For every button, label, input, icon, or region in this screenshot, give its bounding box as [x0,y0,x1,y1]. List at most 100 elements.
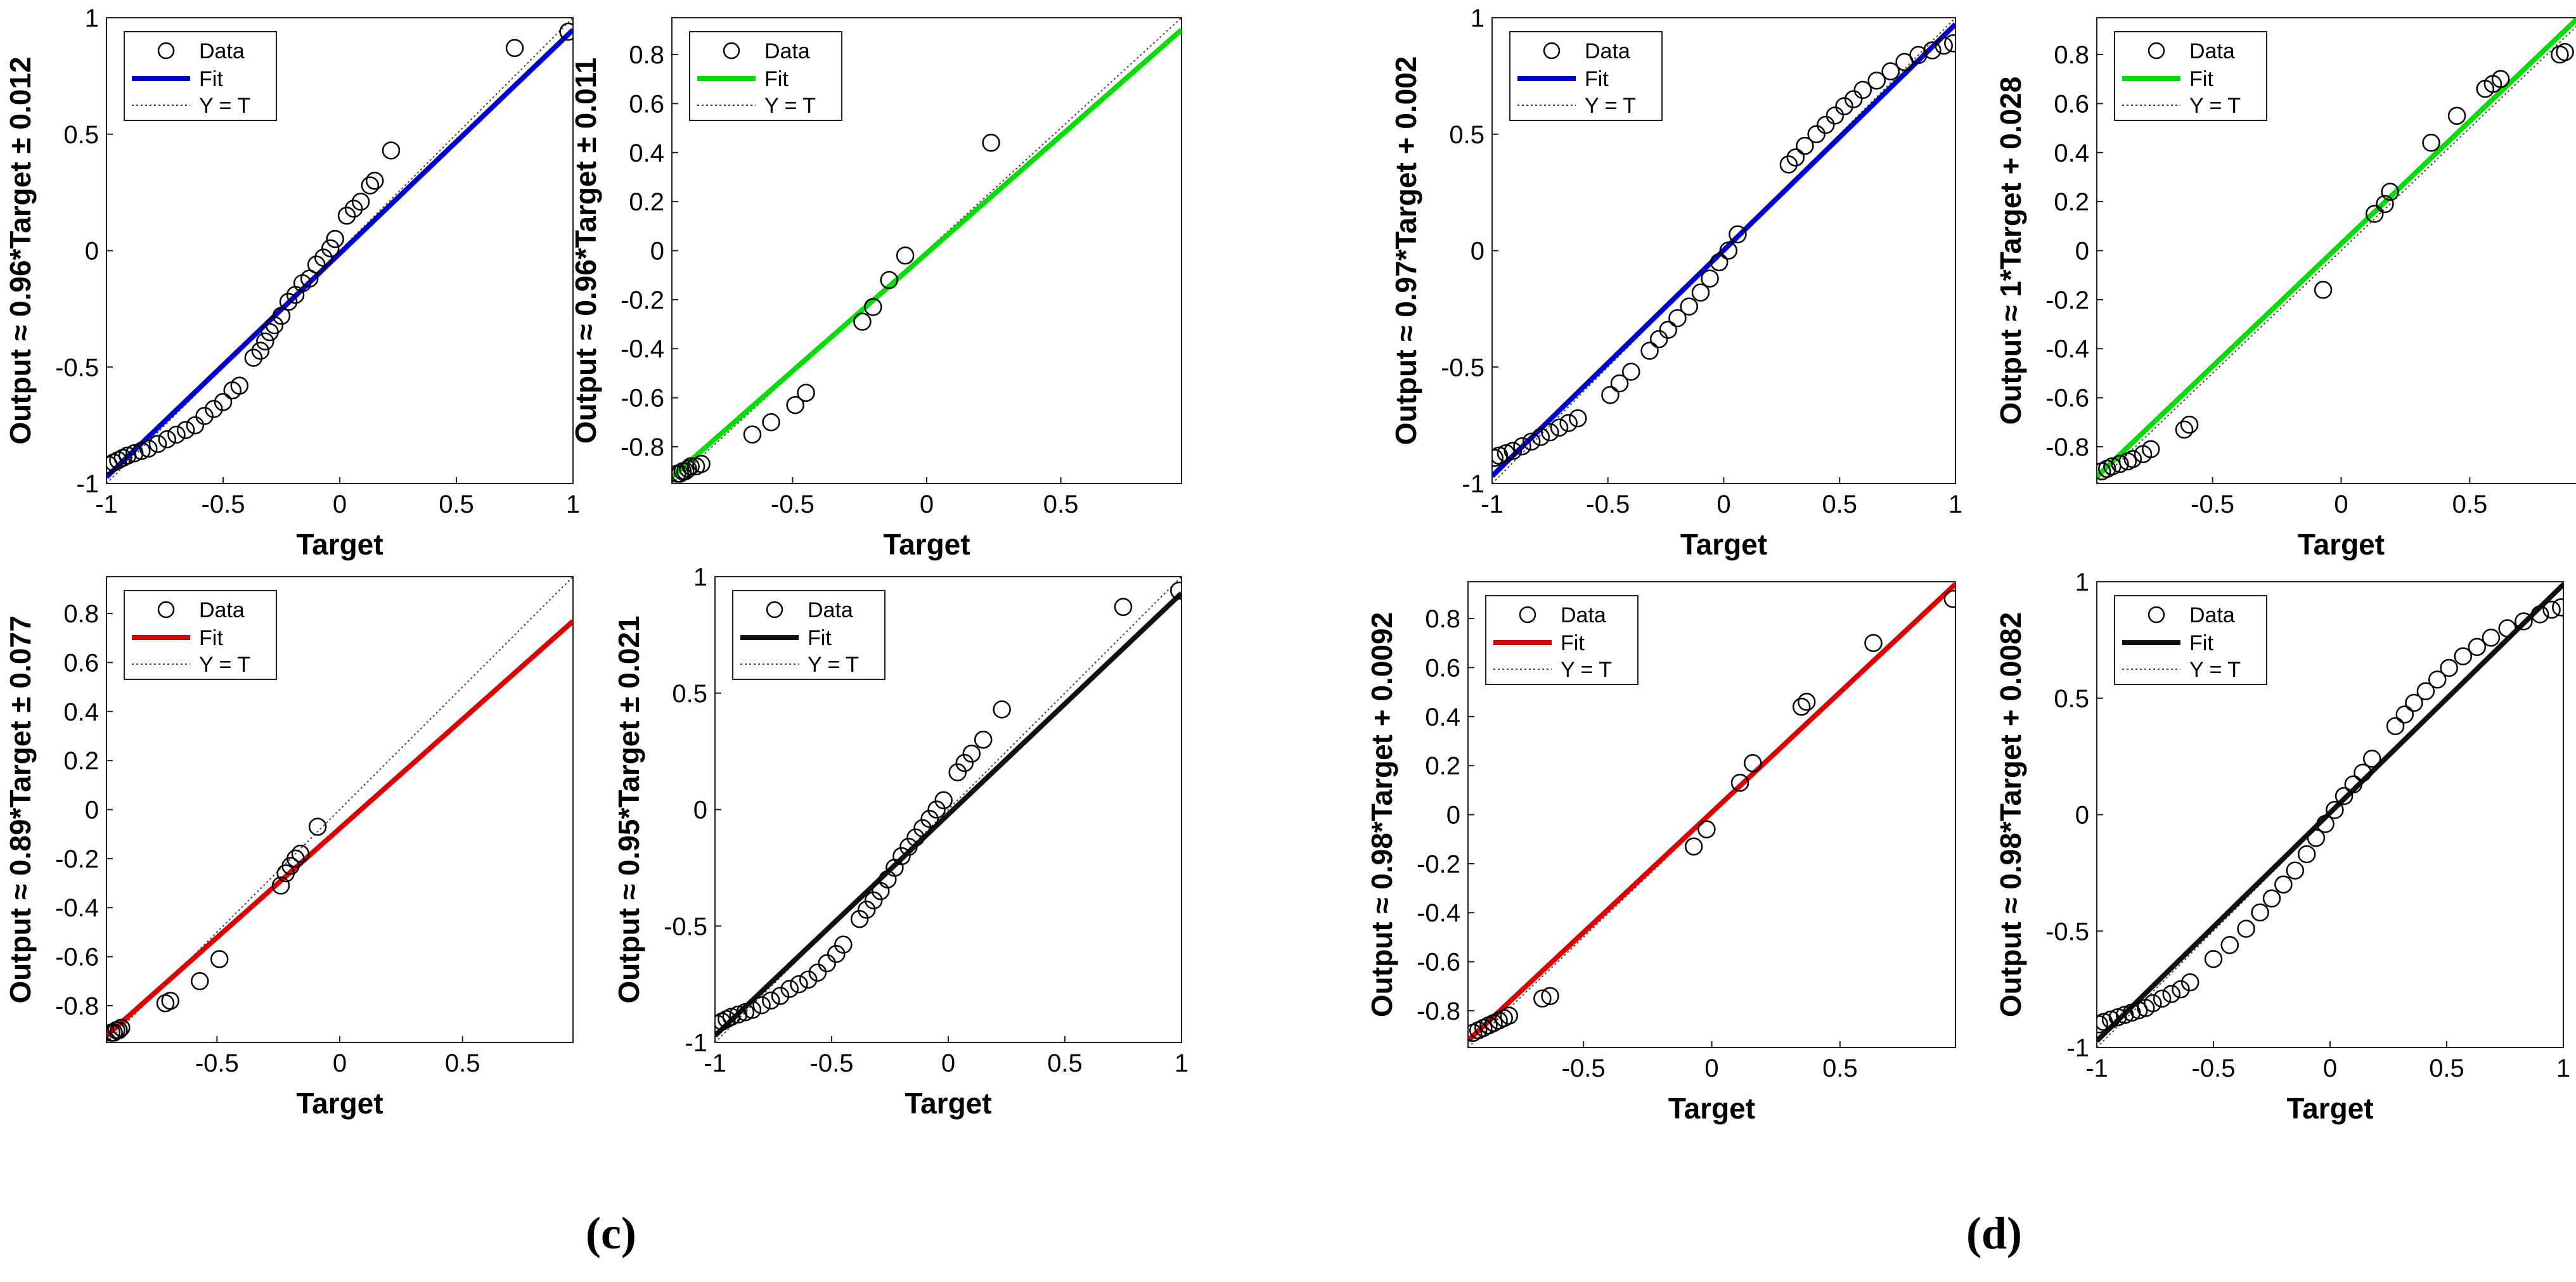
legend-marker-data [2148,606,2165,624]
data-point [272,307,291,325]
data-point [857,901,876,919]
legend-label-data: Data [199,39,245,63]
data-point [132,442,151,460]
data-point [307,255,326,274]
data-point [195,407,214,425]
identity-line [2097,25,2576,484]
y-tick-label: 0 [85,797,99,824]
legend-label-identity: Y = T [764,94,816,118]
data-point [1504,442,1523,460]
x-axis-label: Target [1668,1092,1755,1125]
data-point [780,980,799,998]
y-tick-label: 0.2 [2054,188,2089,216]
data-point [1792,698,1811,716]
data-point [365,172,384,190]
plot-content-c4 [715,577,1182,1042]
data-point [962,745,981,763]
y-tick-label: 0.5 [63,121,99,149]
y-tick-label: 0.8 [63,600,99,628]
data-point [255,332,274,351]
data-point [864,891,883,910]
data-point [1550,418,1569,437]
data-point [1798,693,1816,711]
data-point [1729,225,1747,244]
x-tick-label: -0.5 [2191,490,2234,518]
data-point [110,1021,128,1039]
data-point [176,421,195,439]
data-point [1943,589,1955,608]
data-point [1844,90,1863,108]
data-point [1170,581,1182,600]
data-point [1853,80,1872,99]
data-point [906,828,925,847]
y-axis-label: Output ≈ 0.96*Target ± 0.012 [4,56,37,444]
data-point [1541,987,1559,1006]
data-point [1610,374,1629,393]
data-point [1659,321,1678,339]
legend-label-identity: Y = T [1561,658,1612,682]
data-point [2274,875,2293,894]
x-tick-label: 0 [1716,490,1730,518]
y-tick-label: 0.2 [1425,752,1460,780]
chart-c4: -1 -0.5 0 0.5 1 -1 -0.5 0 0.5 1 Target Output ≈ 0.9… [612,563,1188,1120]
data-point [158,430,176,449]
data-point [1522,432,1541,451]
data-point [736,1003,755,1022]
data-point [850,909,869,928]
data-point [2204,950,2223,968]
legend-marker-data [157,42,175,60]
data-point [1923,41,1942,60]
data-point [2262,889,2281,908]
plot-content-d1 [1492,18,1955,484]
data-point [2251,903,2269,922]
legend-c3: Data Fit Y = T [124,590,277,680]
data-point [214,393,233,411]
legend-label-identity: Y = T [2189,94,2241,118]
data-point [2468,638,2487,657]
y-tick-label: -0.6 [2045,385,2089,413]
y-tick-label: -0.5 [2045,918,2089,945]
data-point [1640,342,1659,360]
data-point [955,753,974,772]
data-point [148,435,167,453]
legend-label-data: Data [2189,603,2235,627]
data-point [2180,415,2199,434]
data-point [681,457,700,476]
data-point [1500,1006,1519,1025]
data-point [1744,754,1762,772]
x-tick-label: 0 [941,1049,955,1077]
data-point [2515,612,2533,631]
legend-d1: Data Fit Y = T [1509,31,1663,121]
y-tick-label: -1 [685,1029,707,1057]
y-tick-label: 0.4 [1425,703,1460,731]
y-tick-label: -0.6 [621,385,664,413]
y-tick-label: -0.8 [2045,433,2089,461]
data-point [1492,446,1509,465]
data-point [743,425,762,444]
data-point [1710,253,1729,272]
data-point [2153,989,2172,1008]
chart-d2: -0.5 0 0.5 -0.8 -0.6 -0.4 -0.2 0 0.2 0.4 0.6 0.8 Tar… [1994,17,2576,561]
data-point [934,791,953,810]
fit-line [2097,582,2563,1043]
identity-line [715,577,1182,1042]
data-point [2542,600,2561,619]
x-tick-label: 1 [1175,1049,1188,1077]
x-axis-label: Target [2298,528,2385,561]
data-point [2115,1006,2134,1024]
data-point [505,39,524,58]
data-point [2097,1013,2113,1031]
x-tick-label: -1 [95,490,118,518]
legend-marker-data [157,601,175,619]
x-tick-label: -1 [1481,490,1504,518]
data-point [2314,281,2333,299]
data-point [351,193,370,211]
data-point [2376,195,2394,214]
fit-line [1492,22,1955,478]
x-tick-label: 0 [2334,490,2348,518]
data-point [762,413,780,432]
data-point [993,700,1011,719]
legend-label-fit: Fit [2189,631,2213,655]
identity-line [106,577,573,1042]
data-point [2366,205,2384,223]
